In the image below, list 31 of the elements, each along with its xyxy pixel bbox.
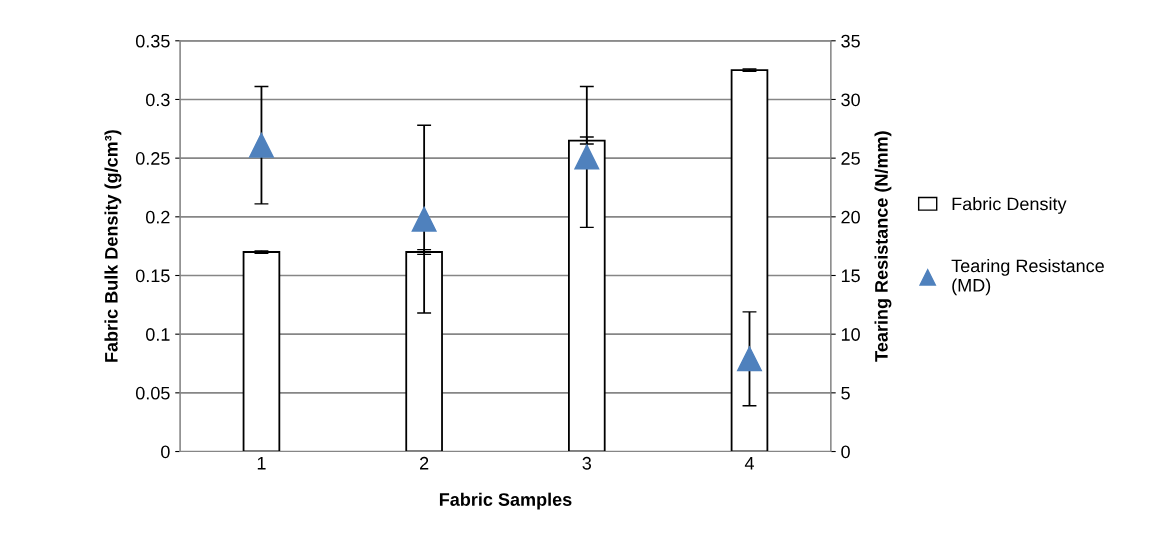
x-tick-label: 3 [582,456,592,470]
point [736,346,762,372]
point [411,206,437,232]
x-tick-label: 1 [257,457,266,470]
y2-tick-label: 35 [841,34,860,48]
x-tick-label: 4 [744,457,754,470]
y2-tick-label: 20 [841,210,860,224]
bar [242,251,281,452]
y-tick-label: 0.25 [135,152,170,165]
legend-label: Tearing Resistance (MD) [951,259,1104,296]
y2-tick-label: 0 [841,445,850,459]
y-tick-label: 0 [161,445,170,459]
bar [730,69,769,452]
y-tick-label: 0.3 [146,93,170,107]
y-tick-label: 0.2 [146,210,170,224]
y2-tick-label: 30 [841,93,860,107]
y-tick-label: 0.35 [135,34,170,48]
y-tick-label: 0.15 [135,269,170,283]
point [248,132,274,158]
point [574,144,600,170]
x-tick-label: 2 [420,456,429,470]
legend-label: Fabric Density [952,197,1067,214]
y2-tick-label: 5 [841,386,850,400]
x-axis-title: Fabric Samples [439,492,572,510]
y2-tick-label: 25 [841,152,860,165]
y-tick-label: 0.1 [146,328,170,341]
y-axis-title: Fabric Bulk Density (g/cm³) [104,130,122,362]
y2-tick-label: 15 [841,269,860,283]
y2-tick-label: 10 [841,328,860,341]
y-tick-label: 0.05 [135,386,170,400]
y2-axis-title: Tearing Resistance (N/mm) [874,131,892,362]
